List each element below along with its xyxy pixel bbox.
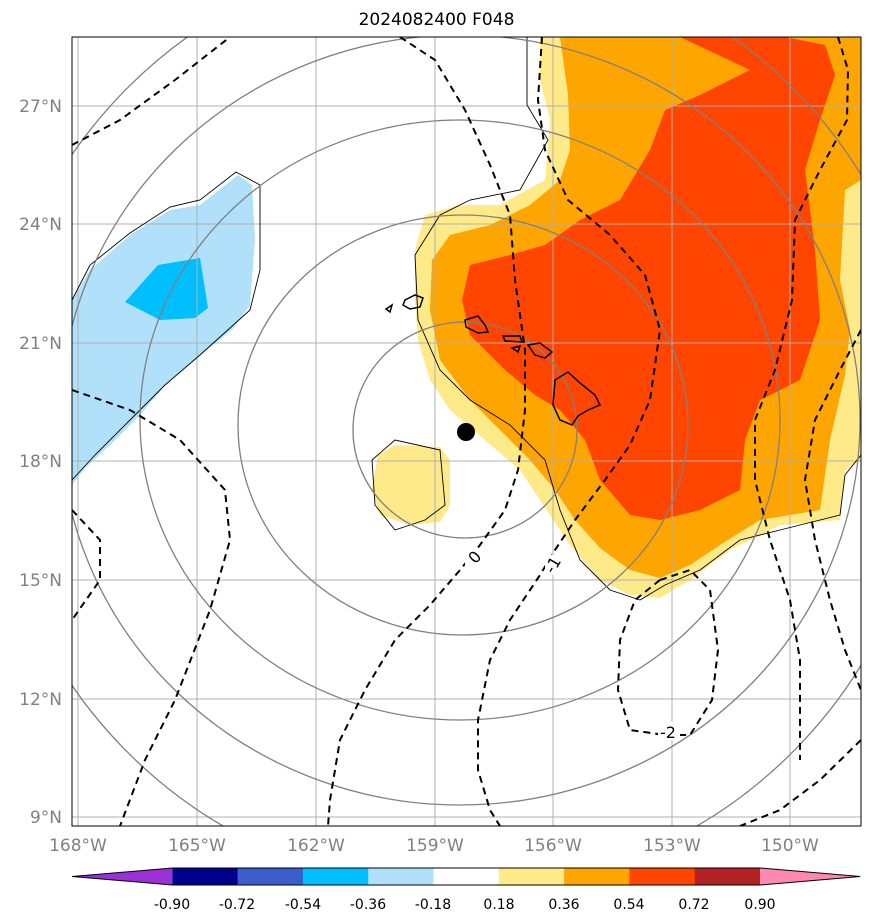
lat-axis-labels: 27°N 24°N 21°N 18°N 15°N 12°N 9°N <box>19 97 62 828</box>
lon-label: 150°W <box>761 836 819 856</box>
colorbar-label: -0.18 <box>415 897 451 913</box>
negative-anomaly-medium <box>125 258 208 320</box>
map-frame <box>71 36 862 827</box>
lon-label: 168°W <box>49 836 107 856</box>
colorbar-swatch <box>368 868 434 885</box>
colorbar-label: -0.72 <box>219 897 255 913</box>
pressure-contours <box>72 37 861 826</box>
colorbar-label: 0.18 <box>483 897 514 913</box>
lon-axis-labels: 168°W 165°W 162°W 159°W 156°W 153°W 150°… <box>49 836 819 856</box>
map-area: 0 -1 -2 <box>72 37 861 826</box>
colorbar-extend-low <box>72 868 173 885</box>
lat-label: 24°N <box>19 215 62 235</box>
lat-label: 18°N <box>19 452 62 472</box>
colorbar-swatch <box>564 868 630 885</box>
lon-label: 159°W <box>406 836 464 856</box>
colorbar-label: -0.90 <box>154 897 190 913</box>
fill-outlines <box>72 37 861 601</box>
lon-label: 165°W <box>168 836 226 856</box>
island-lanai <box>510 344 522 354</box>
colorbar-label: 0.90 <box>744 897 775 913</box>
colorbar-swatch <box>433 868 500 885</box>
colorbar-label: 0.54 <box>613 897 644 913</box>
island-molokai <box>501 335 524 343</box>
positive-anomaly-yellow-small <box>372 445 450 525</box>
colorbar-swatch <box>237 868 304 885</box>
storm-center-marker <box>457 423 475 441</box>
lat-label: 12°N <box>19 690 62 710</box>
colorbar <box>71 867 861 886</box>
coastlines <box>384 294 602 426</box>
island-niihau <box>384 303 394 314</box>
lon-label: 156°W <box>524 836 582 856</box>
colorbar-swatch <box>694 868 761 885</box>
positive-anomaly-red <box>462 37 835 520</box>
colorbar-label: -0.54 <box>285 897 321 913</box>
lat-label: 27°N <box>19 97 62 117</box>
dashed-contours <box>72 37 861 826</box>
gridlines <box>72 37 861 826</box>
colorbar-swatch <box>172 868 239 885</box>
lon-label: 162°W <box>287 836 345 856</box>
colorbar-swatch <box>498 868 565 885</box>
island-kauai <box>402 294 424 310</box>
colorbar-extend-high <box>760 868 861 885</box>
contour-label-minus2: -2 <box>660 723 676 742</box>
lat-label: 21°N <box>19 334 62 354</box>
island-big-island <box>552 371 602 426</box>
island-maui <box>526 342 554 359</box>
colorbar-label: 0.36 <box>548 897 579 913</box>
lat-label: 9°N <box>30 808 62 828</box>
negative-anomaly-light <box>72 175 255 485</box>
colorbar-swatch <box>302 868 369 885</box>
colorbar-label: -0.36 <box>350 897 386 913</box>
colorbar-outline <box>71 867 861 886</box>
colorbar-label: 0.72 <box>678 897 709 913</box>
colorbar-labels: -0.90 -0.72 -0.54 -0.36 -0.18 0.18 0.36 … <box>154 897 776 913</box>
lon-label: 153°W <box>643 836 701 856</box>
lat-label: 15°N <box>19 571 62 591</box>
colorbar-swatch <box>629 868 696 885</box>
map-title: 2024082400 F048 <box>358 10 515 30</box>
island-oahu <box>464 315 490 334</box>
